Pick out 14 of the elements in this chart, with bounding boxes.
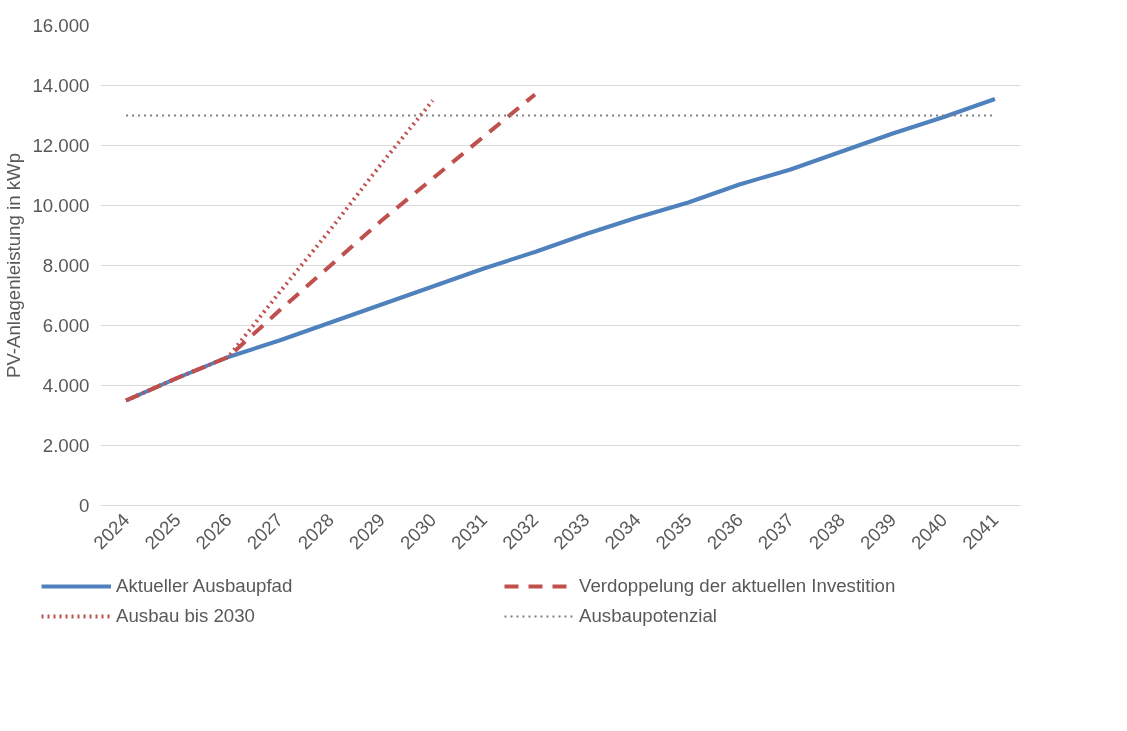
y-tick-label: 6.000: [42, 315, 90, 336]
y-tick-label: 14.000: [32, 75, 90, 96]
y-tick-label: 16.000: [32, 15, 90, 36]
y-tick-label: 10.000: [32, 195, 90, 216]
y-axis-title: PV-Anlagenleistung in kWp: [3, 152, 25, 379]
legend-label: Ausbaupotenzial: [579, 604, 718, 627]
legend-label: Verdoppelung der aktuellen Investition: [579, 574, 897, 597]
legend-label: Ausbau bis 2030: [116, 604, 256, 627]
y-tick-label: 0: [79, 495, 90, 516]
legend-label: Aktueller Ausbaupfad: [116, 574, 294, 597]
y-tick-label: 8.000: [42, 255, 90, 276]
y-tick-label: 12.000: [32, 135, 90, 156]
y-tick-label: 4.000: [42, 375, 90, 396]
y-tick-label: 2.000: [42, 435, 90, 456]
